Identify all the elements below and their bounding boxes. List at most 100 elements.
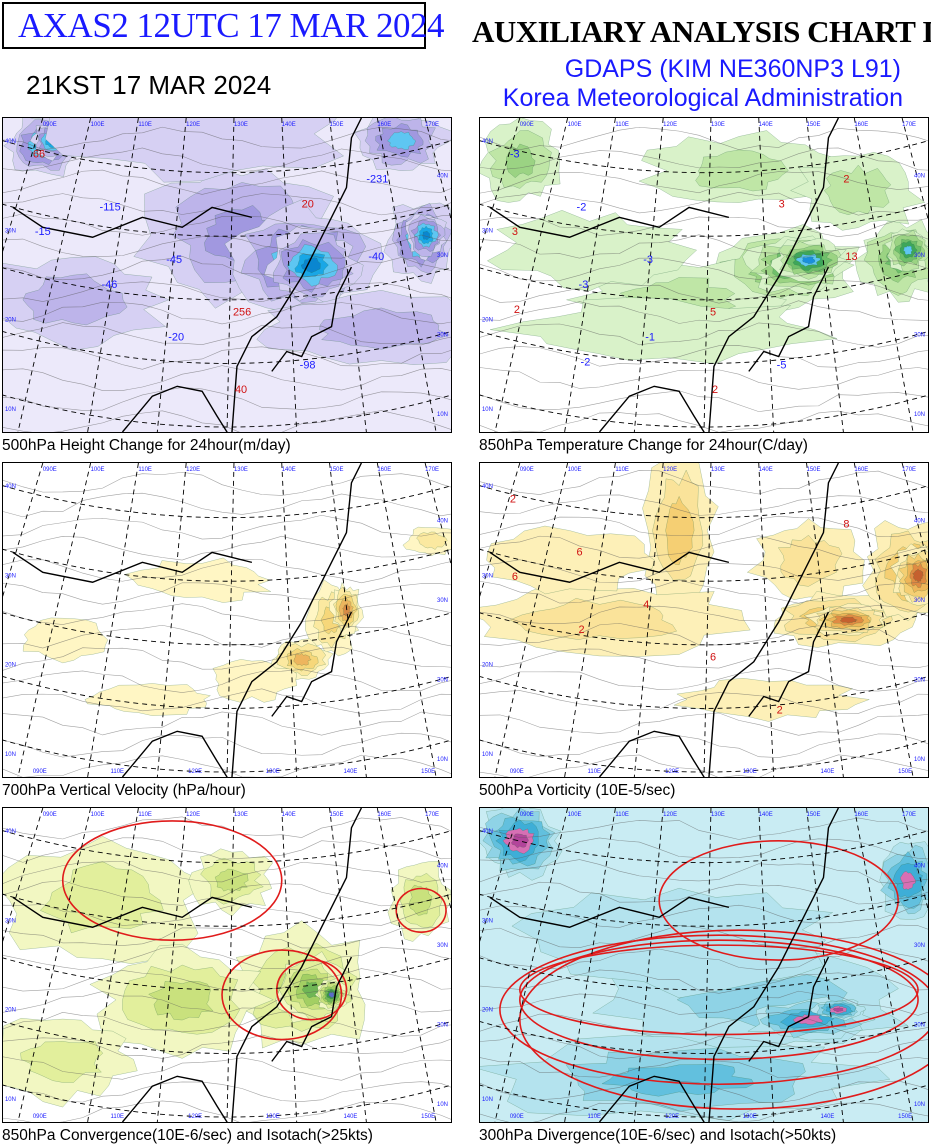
latitude-line xyxy=(480,676,928,709)
lat-lon-grid xyxy=(480,808,928,1122)
longitude-line xyxy=(226,118,235,432)
map-300hpa-divergence: 090E 100E 110E 120E 130E 140E 150E 160E 170E 40N 3… xyxy=(480,808,928,1122)
contour-line xyxy=(3,234,451,259)
latitude-label: 10N xyxy=(5,752,16,758)
panel-500hpa-vorticity: 090E 100E 110E 120E 130E 140E 150E 160E 170E 40N 3… xyxy=(479,462,929,778)
longitude-label: 120E xyxy=(186,812,200,818)
longitude-label: 130E xyxy=(711,467,725,473)
value-annotations: 66 -115 -45 256 -98 -231 -15 -46 -20 40 20 -40 xyxy=(33,149,388,396)
coastlines xyxy=(12,463,363,777)
isotach-line xyxy=(519,944,919,1036)
coastline xyxy=(748,611,830,717)
contour-fill xyxy=(408,884,433,916)
coastlines xyxy=(12,118,363,432)
contour-fill xyxy=(899,871,916,891)
longitude-line xyxy=(3,118,44,252)
contour-line xyxy=(3,169,451,195)
contour-value: -15 xyxy=(35,226,51,238)
contour-line xyxy=(3,669,451,693)
contour-line xyxy=(3,256,451,281)
latitude-line xyxy=(480,203,928,237)
contour-line xyxy=(480,604,928,624)
contour-fill xyxy=(39,861,164,934)
coastline xyxy=(271,956,353,1062)
lat-lon-grid xyxy=(480,118,928,432)
coastline xyxy=(121,1075,228,1122)
latitude-label: 40N xyxy=(437,519,448,525)
coastline xyxy=(598,385,705,432)
map-500hpa-height-change: 090E 100E 110E 120E 130E 140E 150E 160E 170E 40N 3… xyxy=(3,118,451,432)
longitude-line xyxy=(329,808,367,1122)
contour-lines xyxy=(3,126,451,432)
contour-line xyxy=(480,515,928,538)
longitude-line xyxy=(480,463,521,597)
latitude-label: 40N xyxy=(482,484,493,490)
longitude-line xyxy=(494,118,569,432)
latitude-label: 40N xyxy=(5,829,16,835)
latitude-line xyxy=(3,739,451,773)
contour-value: 256 xyxy=(233,307,251,319)
contour-value: -1 xyxy=(645,332,655,344)
coastline xyxy=(748,266,830,372)
latitude-label: 20N xyxy=(482,318,493,324)
caption-300hpa-divergence: 300hPa Divergence(10E-6/sec) and Isotach… xyxy=(479,1127,837,1144)
isotach-line xyxy=(275,959,348,1021)
latitude-label: 20N xyxy=(437,333,448,339)
contour-line xyxy=(3,1034,451,1059)
latitude-line xyxy=(480,140,928,174)
contour-fill xyxy=(212,659,298,703)
contour-value: 2 xyxy=(579,624,585,636)
longitude-label: 130E xyxy=(743,1114,757,1120)
contour-line xyxy=(480,367,928,390)
isotach-line xyxy=(61,820,283,941)
isotach-line xyxy=(221,949,343,1041)
latitude-line xyxy=(3,548,451,582)
longitude-line xyxy=(281,118,298,432)
latitude-label: 40N xyxy=(5,484,16,490)
latitude-label: 20N xyxy=(914,333,925,339)
contour-line xyxy=(3,193,451,216)
longitude-line xyxy=(901,118,928,221)
value-annotations: 2 6 4 6 2 8 6 2 xyxy=(510,494,850,717)
latitude-label: 40N xyxy=(482,139,493,145)
longitude-label: 130E xyxy=(711,122,725,128)
longitude-label: 130E xyxy=(234,812,248,818)
panel-300hpa-divergence: 090E 100E 110E 120E 130E 140E 150E 160E 170E 40N 3… xyxy=(479,807,929,1123)
contour-fill xyxy=(293,652,312,667)
longitude-label: 150E xyxy=(898,769,912,775)
latitude-label: 30N xyxy=(437,943,448,949)
longitude-label: 120E xyxy=(663,122,677,128)
contour-fill xyxy=(22,273,128,326)
contour-value: -46 xyxy=(102,279,118,291)
contour-line xyxy=(3,646,451,671)
contour-fill xyxy=(387,131,416,150)
longitude-label: 120E xyxy=(665,769,679,775)
coastline xyxy=(121,385,228,432)
contour-value: -115 xyxy=(100,201,121,213)
longitude-label: 090E xyxy=(43,467,57,473)
latitude-label: 10N xyxy=(914,757,925,763)
grid-labels: 090E 100E 110E 120E 130E 140E 150E 160E 170E 40N 3… xyxy=(5,467,448,775)
map-700hpa-vertical-velocity: 090E 100E 110E 120E 130E 140E 150E 160E 170E 40N 3… xyxy=(3,463,451,777)
contour-line xyxy=(480,126,928,151)
contour-lines xyxy=(3,471,451,777)
contour-line xyxy=(480,817,928,840)
longitude-label: 090E xyxy=(33,1114,47,1120)
longitude-label: 150E xyxy=(807,122,821,128)
contour-fill xyxy=(509,598,677,640)
latitude-label: 20N xyxy=(437,678,448,684)
contour-line xyxy=(480,990,928,1016)
contour-line xyxy=(3,990,451,1015)
contour-value: 5 xyxy=(710,307,716,319)
contour-line xyxy=(3,860,451,884)
latitude-label: 30N xyxy=(5,228,16,234)
coastline xyxy=(121,730,228,777)
contour-line xyxy=(3,582,451,605)
contour-line xyxy=(480,1012,928,1037)
longitude-label: 140E xyxy=(759,122,773,128)
longitude-line xyxy=(806,118,844,432)
latitude-label: 10N xyxy=(5,407,16,413)
filled-contours xyxy=(3,118,451,365)
latitude-label: 40N xyxy=(437,864,448,870)
latitude-label: 40N xyxy=(914,174,925,180)
